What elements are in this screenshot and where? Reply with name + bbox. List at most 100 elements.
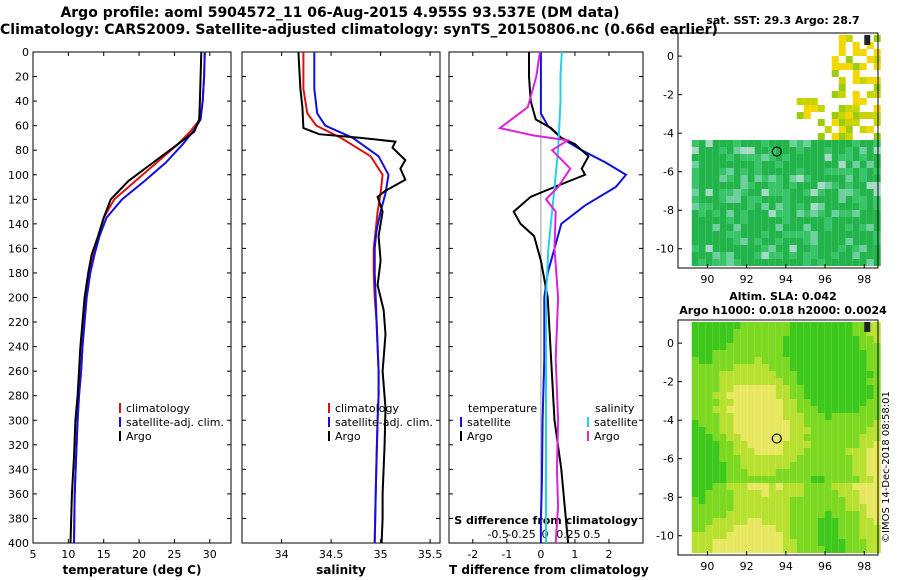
sst-map-x-tick-label: 94 — [779, 273, 793, 286]
sst-map-y-tick-label: -6 — [663, 166, 674, 179]
depth-tick-label: 80 — [15, 144, 29, 157]
x-tick-label: 2 — [605, 548, 612, 561]
temperature-xlabel: temperature (deg C) — [62, 563, 202, 577]
depth-tick-label: 240 — [8, 341, 29, 354]
difference-line-temperature-argo — [512, 52, 590, 544]
x-tick-label: 0 — [537, 548, 544, 561]
sla-map-title: Altim. SLA: 0.042 — [729, 290, 837, 303]
depth-tick-label: 180 — [8, 267, 29, 280]
sla-map-x-tick-label: 92 — [740, 560, 754, 573]
secondary-x-tick-label: -0.5 — [487, 528, 508, 541]
x-tick-label: 30 — [203, 548, 217, 561]
temperature-legend-label-1: satellite-adj. clim. — [126, 416, 224, 429]
x-tick-label: -1 — [501, 548, 512, 561]
x-tick-label: 35.5 — [418, 548, 443, 561]
sst-map-x-tick-label: 92 — [740, 273, 754, 286]
x-tick-label: 15 — [97, 548, 111, 561]
sla-map-frame — [677, 319, 879, 556]
x-tick-label: -2 — [467, 548, 478, 561]
sla-map-y-tick-label: -2 — [663, 376, 674, 389]
sst-map-y-tick-label: -4 — [663, 127, 674, 140]
secondary-x-tick-label: -0.25 — [507, 528, 535, 541]
depth-tick-label: 200 — [8, 292, 29, 305]
sst-map-land — [864, 35, 871, 45]
figure-title-line-2: Climatology: CARS2009. Satellite-adjuste… — [0, 22, 718, 38]
x-tick-label: 10 — [61, 548, 75, 561]
secondary-x-tick-label: 0.5 — [583, 528, 601, 541]
salinity-line-climatology — [302, 52, 384, 544]
sla-map-subtitle: Argo h1000: 0.018 h2000: 0.0024 — [679, 304, 887, 317]
sla-map-y-tick-label: -4 — [663, 414, 674, 427]
sst-map-float-marker — [771, 146, 782, 157]
difference-xlabel: T difference from climatology — [449, 563, 649, 577]
depth-tick-label: 40 — [15, 95, 29, 108]
salinity-legend-label-0: climatology — [335, 402, 399, 415]
depth-tick-label: 160 — [8, 242, 29, 255]
depth-tick-label: 320 — [8, 439, 29, 452]
x-tick-label: 20 — [132, 548, 146, 561]
depth-tick-label: 140 — [8, 218, 29, 231]
sla-map-y-tick-label: -6 — [663, 453, 674, 466]
sst-map-y-tick-label: -2 — [663, 89, 674, 102]
sla-map-x-tick-label: 94 — [779, 560, 793, 573]
sst-map-title: sat. SST: 29.3 Argo: 28.7 — [706, 14, 860, 27]
difference-salinity-legend-label-0: satellite — [594, 416, 638, 429]
sla-map-x-tick-label: 98 — [857, 560, 871, 573]
depth-tick-label: 60 — [15, 120, 29, 133]
salinity-line-argo — [297, 51, 407, 544]
salinity-line-satellite-adj-clim- — [313, 52, 390, 544]
figure-title-line-1: Argo profile: aoml 5904572_11 06-Aug-201… — [60, 5, 620, 21]
depth-tick-label: 100 — [8, 169, 29, 182]
difference-salinity-legend-label-1: Argo — [594, 430, 620, 443]
sla-map-x-tick-label: 96 — [818, 560, 832, 573]
depth-tick-label: 360 — [8, 488, 29, 501]
depth-tick-label: 260 — [8, 365, 29, 378]
x-tick-label: 34.5 — [319, 548, 344, 561]
sst-map-x-tick-label: 90 — [700, 273, 714, 286]
sla-map-float-marker — [771, 433, 782, 444]
x-tick-label: 5 — [30, 548, 37, 561]
x-tick-label: 34 — [275, 548, 289, 561]
depth-tick-label: 340 — [8, 463, 29, 476]
sst-map-cells — [691, 35, 881, 266]
temperature-line-satellite-adj-clim- — [73, 51, 206, 544]
sla-map-x-tick-label: 90 — [700, 560, 714, 573]
sst-map-y-tick-label: 0 — [667, 50, 674, 63]
x-tick-label: 1 — [571, 548, 578, 561]
salinity-xlabel: salinity — [316, 563, 366, 577]
x-tick-label: 25 — [167, 548, 181, 561]
depth-tick-label: 220 — [8, 316, 29, 329]
salinity-legend-label-1: satellite-adj. clim. — [335, 416, 433, 429]
difference-temperature-legend-label-0: satellite — [467, 416, 511, 429]
sst-map-y-tick-label: -10 — [656, 243, 674, 256]
depth-tick-label: 20 — [15, 71, 29, 84]
x-tick-label: 35 — [374, 548, 388, 561]
sst-map-frame — [677, 32, 879, 269]
sla-map-y-tick-label: 0 — [667, 337, 674, 350]
temperature-legend-label-0: climatology — [126, 402, 190, 415]
difference-legend-salinity-title: salinity — [595, 402, 635, 415]
difference-temperature-legend-label-1: Argo — [467, 430, 493, 443]
depth-tick-label: 0 — [22, 46, 29, 59]
depth-tick-label: 280 — [8, 390, 29, 403]
sla-map-y-tick-label: -8 — [663, 491, 674, 504]
temperature-line-argo — [69, 51, 203, 544]
difference-legend-temperature-title: temperature — [468, 402, 537, 415]
sla-map-land — [864, 322, 871, 332]
sst-map-y-tick-label: -8 — [663, 204, 674, 217]
depth-tick-label: 380 — [8, 512, 29, 525]
sst-map-x-tick-label: 98 — [857, 273, 871, 286]
sla-map-cells — [691, 322, 881, 553]
difference-line-temperature-satellite — [539, 52, 628, 543]
depth-tick-label: 400 — [8, 537, 29, 550]
depth-tick-label: 120 — [8, 193, 29, 206]
difference-line-salinity-argo — [497, 51, 572, 544]
secondary-x-tick-label: 0.25 — [556, 528, 581, 541]
profile-panel-frame-1 — [241, 51, 441, 544]
copyright-stamp: ©IMOS 14-Dec-2018 08:58:01 — [881, 391, 892, 543]
sla-map-y-tick-label: -10 — [656, 530, 674, 543]
sst-map-x-tick-label: 96 — [818, 273, 832, 286]
temperature-legend-label-2: Argo — [126, 430, 152, 443]
profile-panel-frame-0 — [32, 51, 232, 544]
depth-tick-label: 300 — [8, 414, 29, 427]
